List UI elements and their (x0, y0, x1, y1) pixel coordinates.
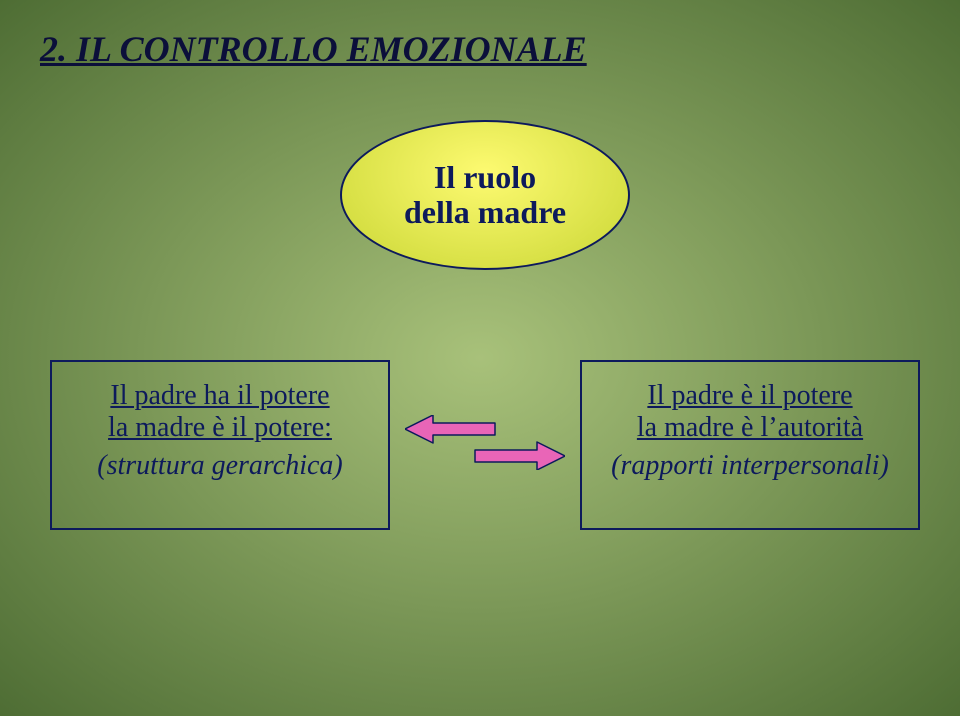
bidirectional-arrow (405, 415, 565, 470)
left-box: Il padre ha il potere la madre è il pote… (50, 360, 390, 530)
right-box-line-1: Il padre è il potere (596, 380, 904, 412)
left-box-paren: (struttura gerarchica) (66, 450, 374, 482)
right-box-paren: (rapporti interpersonali) (596, 450, 904, 482)
slide-background (0, 0, 960, 716)
left-box-line-2: la madre è il potere: (66, 412, 374, 444)
slide-title: 2. IL CONTROLLO EMOZIONALE (40, 28, 587, 70)
left-box-line-1: Il padre ha il potere (66, 380, 374, 412)
right-box: Il padre è il potere la madre è l’autori… (580, 360, 920, 530)
right-box-line-2: la madre è l’autorità (596, 412, 904, 444)
ellipse-line-2: della madre (404, 195, 566, 230)
arrow-right-icon (475, 442, 565, 470)
center-ellipse: Il ruolo della madre (340, 120, 630, 270)
ellipse-line-1: Il ruolo (434, 160, 536, 195)
arrow-left-icon (405, 415, 495, 443)
